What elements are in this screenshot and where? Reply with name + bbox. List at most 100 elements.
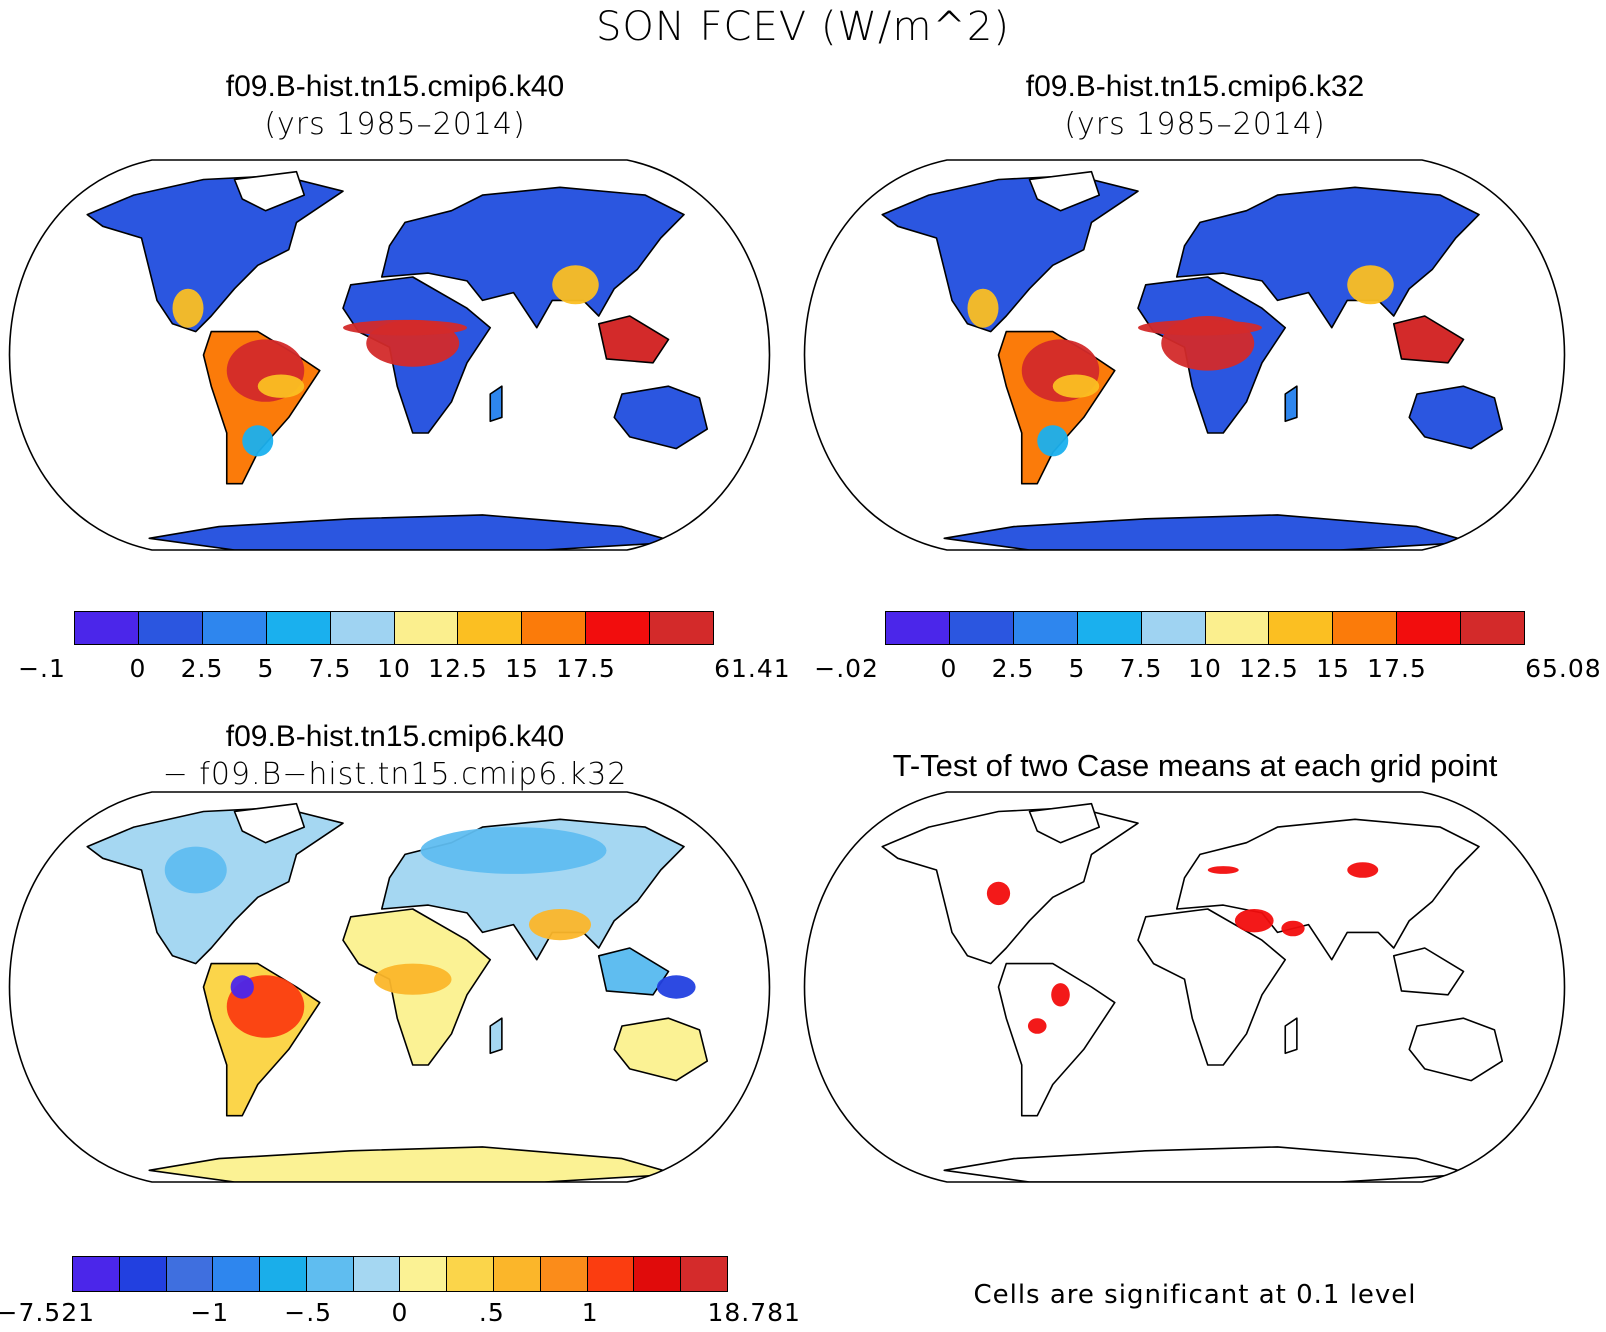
colorbar-difference-labels: −7.521 −1 −.5 0 .5 1 18.781	[0, 1298, 800, 1332]
landmass-greenland	[233, 802, 306, 844]
colorbar-swatch	[458, 612, 523, 644]
colorbar-tick-label: 2.5	[180, 654, 224, 683]
colorbar-tick-label: 0	[391, 1298, 409, 1327]
colorbar-case2-labels: −.02 0 2.5 5 7.5 10 12.5 15 17.5 65.08	[814, 654, 1600, 688]
colorbar-swatch	[260, 1257, 307, 1291]
colorbar-tick-label: 15	[1316, 654, 1350, 683]
landmass-greenland	[1028, 802, 1101, 844]
colorbar-swatch	[400, 1257, 448, 1291]
colorbar-tick-label: 7.5	[308, 654, 352, 683]
colorbar-swatch	[213, 1257, 261, 1291]
colorbar-tick-label: 1	[581, 1298, 599, 1327]
landmass-seasia	[1392, 947, 1465, 996]
map-ttest	[803, 791, 1566, 1183]
landmass-eurasia	[380, 186, 685, 329]
colorbar-tick-label: 10	[377, 654, 411, 683]
field-region	[164, 846, 227, 894]
colorbar-tick-label: −1	[190, 1298, 230, 1327]
colorbar-swatch	[886, 612, 950, 644]
colorbar-tick-label: 7.5	[1119, 654, 1163, 683]
landmass-australia	[1408, 385, 1504, 450]
colorbar-swatch	[540, 1257, 588, 1291]
colorbar-tick-label: 15	[505, 654, 539, 683]
field-region	[1138, 319, 1262, 336]
landmass-seasia	[597, 315, 670, 364]
colorbar-swatch	[202, 612, 267, 644]
field-region	[172, 288, 204, 328]
panel-difference-title-line1: f09.B-hist.tn15.cmip6.k40	[225, 720, 565, 753]
colorbar-swatch	[1269, 612, 1334, 644]
colorbar-swatch	[587, 1257, 635, 1291]
map-frame	[803, 791, 1566, 1183]
field-region	[242, 425, 274, 457]
map-frame	[8, 159, 771, 551]
field-region	[1347, 862, 1379, 878]
field-region	[1207, 866, 1239, 874]
colorbar-difference	[72, 1256, 728, 1292]
panel-ttest-title: T-Test of two Case means at each grid po…	[892, 748, 1498, 783]
colorbar-swatch	[394, 612, 459, 644]
colorbar-swatch	[1141, 612, 1206, 644]
colorbar-tick-label: 65.08	[1525, 654, 1602, 683]
panel-case1-title-line2: (yrs 1985–2014)	[264, 107, 526, 142]
field-region	[1281, 920, 1305, 937]
map-case2	[803, 159, 1566, 551]
colorbar-tick-label: −.1	[18, 654, 66, 683]
colorbar-swatch	[1205, 612, 1270, 644]
colorbar-swatch	[1333, 612, 1398, 644]
colorbar-swatch	[1397, 612, 1462, 644]
field-region	[656, 975, 696, 999]
ttest-significance-note: Cells are significant at 0.1 level	[973, 1280, 1417, 1310]
landmass-eurasia	[1175, 186, 1480, 329]
landmass-madagascar	[489, 385, 503, 423]
map-frame	[8, 791, 771, 1183]
map-frame	[803, 159, 1566, 551]
landmass-madagascar	[489, 1017, 503, 1055]
landmass-antarctica	[943, 1146, 1473, 1182]
colorbar-swatch	[1077, 612, 1142, 644]
colorbar-swatch	[447, 1257, 495, 1291]
colorbar-tick-label: −.02	[814, 654, 879, 683]
colorbar-tick-label: 17.5	[1367, 654, 1427, 683]
landmass-samerica	[997, 962, 1116, 1117]
colorbar-tick-label: 0	[940, 654, 958, 683]
colorbar-tick-label: 10	[1188, 654, 1222, 683]
colorbar-swatch	[353, 1257, 401, 1291]
field-region	[1051, 983, 1070, 1007]
colorbar-swatch	[522, 612, 587, 644]
landmass-australia	[1408, 1017, 1504, 1082]
landmass-seasia	[1392, 315, 1465, 364]
landmass-antarctica	[943, 514, 1473, 550]
landmass-namerica	[881, 806, 1139, 965]
field-region	[230, 975, 254, 999]
field-region	[1027, 1018, 1047, 1034]
colorbar-tick-label: −7.521	[0, 1298, 96, 1327]
colorbar-case1-labels: −.1 0 2.5 5 7.5 10 12.5 15 17.5 61.41	[18, 654, 790, 688]
colorbar-swatch	[650, 612, 714, 644]
panel-case2-title-line1: f09.B-hist.tn15.cmip6.k32	[1025, 70, 1365, 103]
colorbar-swatch	[494, 1257, 541, 1291]
colorbar-swatch	[330, 612, 395, 644]
landmass-australia	[613, 1017, 709, 1082]
landmass-greenland	[1028, 170, 1101, 212]
landmass-greenland	[233, 170, 306, 212]
colorbar-swatch	[1461, 612, 1525, 644]
figure-title: SON FCEV (W/m^2)	[596, 4, 1010, 50]
panel-case1-title: f09.B-hist.tn15.cmip6.k40 (yrs 1985–2014…	[0, 68, 790, 144]
colorbar-swatch	[681, 1257, 727, 1291]
field-region	[967, 288, 999, 328]
field-region	[529, 909, 591, 941]
colorbar-case2	[885, 611, 1525, 645]
panel-case2-title-line2: (yrs 1985–2014)	[1064, 107, 1326, 142]
colorbar-tick-label: 5	[257, 654, 275, 683]
field-region	[1037, 425, 1069, 457]
field-region	[1052, 374, 1100, 398]
colorbar-swatch	[138, 612, 203, 644]
colorbar-swatch	[586, 612, 651, 644]
landmass-africa	[1137, 908, 1287, 1066]
landmass-antarctica	[148, 1146, 678, 1182]
landmass-madagascar	[1284, 385, 1298, 423]
colorbar-tick-label: 5	[1068, 654, 1086, 683]
colorbar-swatch	[75, 612, 139, 644]
field-region	[1347, 265, 1394, 305]
